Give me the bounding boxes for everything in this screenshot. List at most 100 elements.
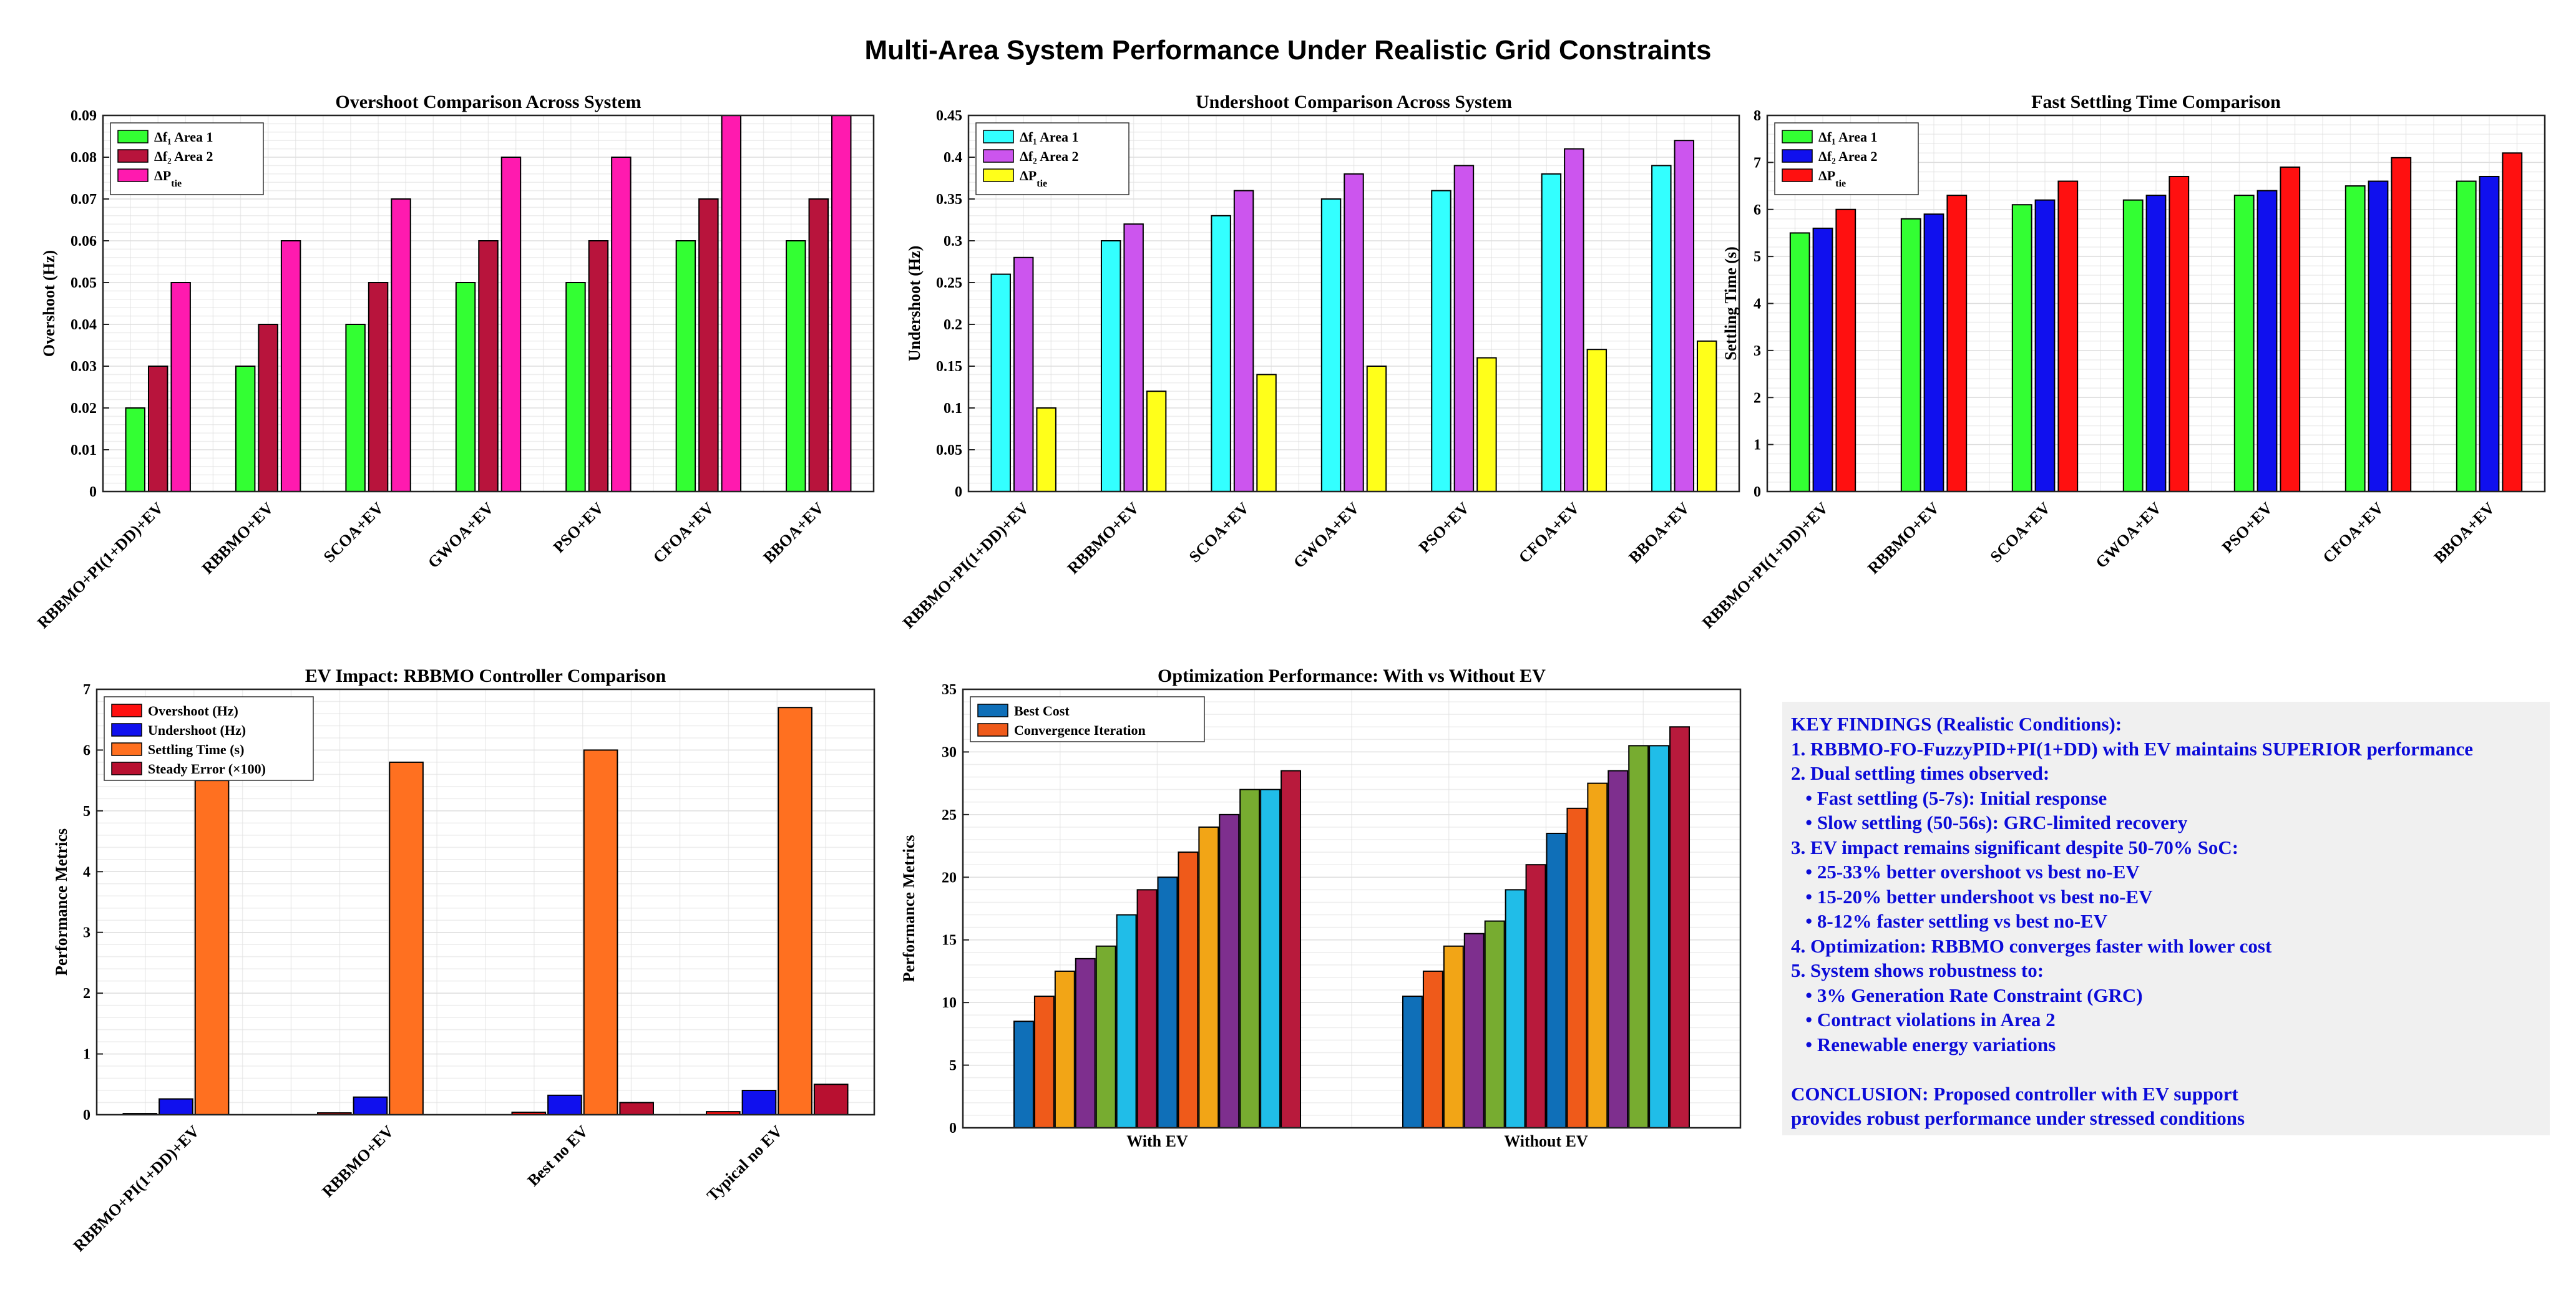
- legend-swatch: [111, 704, 142, 717]
- bar: [2034, 199, 2056, 492]
- y-tick-label: 4: [1754, 296, 1761, 313]
- finding-line: 1. RBBMO-FO-FuzzyPID+PI(1+DD) with EV ma…: [1791, 737, 2473, 760]
- legend-swatch: [977, 704, 1008, 717]
- bar: [565, 282, 586, 492]
- bar: [391, 198, 411, 492]
- findings-spacer: [1791, 1057, 2541, 1082]
- legend-swatch: [977, 723, 1008, 737]
- legend-label: Δf₂ Area 2: [1818, 148, 1878, 164]
- legend-swatch: [1782, 130, 1813, 143]
- bar: [1033, 996, 1055, 1128]
- conclusion-line: provides robust performance under stress…: [1791, 1107, 2245, 1129]
- legend-swatch: [117, 149, 149, 163]
- bar: [2456, 180, 2477, 492]
- y-tick-label: 6: [1754, 202, 1761, 218]
- bar: [1123, 223, 1144, 492]
- y-tick-label: 0.07: [71, 192, 97, 208]
- bar: [1116, 914, 1137, 1128]
- bar: [1443, 945, 1464, 1129]
- chart-evimpact: EV Impact: RBBMO Controller Comparison 0 1…: [52, 666, 876, 1255]
- y-tick-label: 3: [83, 925, 90, 941]
- y-tick-label: 0.09: [71, 108, 97, 124]
- bar: [1211, 215, 1231, 492]
- bar: [583, 749, 618, 1115]
- legend-swatch: [111, 723, 142, 737]
- chart-title: Optimization Performance: With vs Withou…: [1158, 666, 1546, 686]
- bar: [1178, 851, 1199, 1128]
- bar: [2280, 166, 2301, 493]
- bar: [2344, 185, 2366, 492]
- x-tick-label: RBBMO+EV: [1064, 499, 1143, 578]
- bar: [389, 761, 424, 1115]
- bar: [1198, 826, 1219, 1128]
- y-tick-label: 0: [949, 1120, 957, 1137]
- bar: [353, 1096, 388, 1116]
- legend-label: Overshoot (Hz): [148, 703, 238, 719]
- y-axis-label: Performance Metrics: [52, 828, 71, 976]
- bar: [1239, 788, 1261, 1128]
- legend-label: Settling Time (s): [148, 742, 244, 757]
- bar: [258, 324, 278, 492]
- bar: [831, 115, 852, 492]
- legend-label: Δf₁ Area 1: [1020, 129, 1079, 145]
- y-tick-label: 0.05: [936, 442, 962, 458]
- bar: [194, 780, 230, 1115]
- y-tick-label: 0.1: [944, 400, 962, 417]
- bar: [159, 1098, 193, 1116]
- legend-label: Δf₁ Area 1: [154, 129, 213, 145]
- bar: [1136, 889, 1158, 1129]
- bar: [1281, 770, 1302, 1128]
- bar: [1431, 190, 1451, 492]
- bar: [2502, 152, 2523, 493]
- bar: [1674, 140, 1695, 492]
- bar: [2479, 175, 2500, 492]
- legend-label: Δf₂ Area 2: [154, 148, 213, 164]
- legend: Best Cost Convergence Iteration: [970, 696, 1205, 742]
- y-tick-label: 1: [83, 1047, 90, 1063]
- y-tick-label: 10: [942, 995, 957, 1011]
- y-tick-label: 0: [83, 1107, 90, 1123]
- legend-subscript: tie: [1037, 178, 1047, 189]
- x-tick-label: PSO+EV: [2218, 499, 2276, 556]
- axes-frame: [962, 688, 1742, 1129]
- y-tick-label: 8: [1754, 108, 1761, 124]
- conclusion-line: CONCLUSION: Proposed controller with EV …: [1791, 1082, 2238, 1105]
- x-tick-label: SCOA+EV: [320, 499, 388, 566]
- legend-swatch: [117, 168, 149, 182]
- x-tick-label: CFOA+EV: [2320, 499, 2388, 567]
- bar: [778, 707, 812, 1115]
- legend-label: Best Cost: [1014, 703, 1070, 719]
- finding-line: 5. System shows robustness to:: [1791, 959, 2044, 981]
- bar: [2256, 190, 2278, 492]
- bar: [500, 157, 522, 492]
- bar: [1463, 933, 1485, 1128]
- bar: [1900, 218, 1921, 492]
- bar: [1054, 970, 1075, 1129]
- legend-label: Steady Error (×100): [148, 761, 266, 777]
- bar: [1013, 1021, 1034, 1129]
- y-axis-label: Settling Time (s): [1722, 246, 1740, 360]
- y-tick-label: 3: [1754, 343, 1761, 359]
- x-tick-label: GWOA+EV: [2092, 499, 2165, 572]
- chart-title: Fast Settling Time Comparison: [2031, 92, 2281, 112]
- legend-label: Δf₂ Area 2: [1020, 148, 1079, 164]
- y-tick-label: 2: [1754, 390, 1761, 406]
- y-tick-label: 0.35: [936, 192, 962, 208]
- finding-line: 3. EV impact remains significant despite…: [1791, 836, 2239, 858]
- y-tick-label: 15: [942, 933, 957, 949]
- legend: Overshoot (Hz) Undershoot (Hz) Settling Ti…: [104, 696, 314, 781]
- key-findings-panel: KEY FINDINGS (Realistic Conditions): 1. …: [1782, 702, 2550, 1135]
- finding-line: • Contract violations in Area 2: [1791, 1009, 2056, 1031]
- y-tick-label: 4: [83, 864, 90, 880]
- axes-frame: [967, 114, 1740, 493]
- bar: [2011, 204, 2032, 492]
- y-axis-label: Performance Metrics: [900, 835, 918, 982]
- bar: [619, 1102, 655, 1115]
- bar: [1697, 340, 1717, 492]
- axes-frame: [102, 114, 875, 493]
- bar: [170, 282, 191, 492]
- finding-line: 4. Optimization: RBBMO converges faster …: [1791, 934, 2272, 957]
- x-tick-label: RBBMO+EV: [319, 1122, 398, 1201]
- bar: [1075, 958, 1096, 1129]
